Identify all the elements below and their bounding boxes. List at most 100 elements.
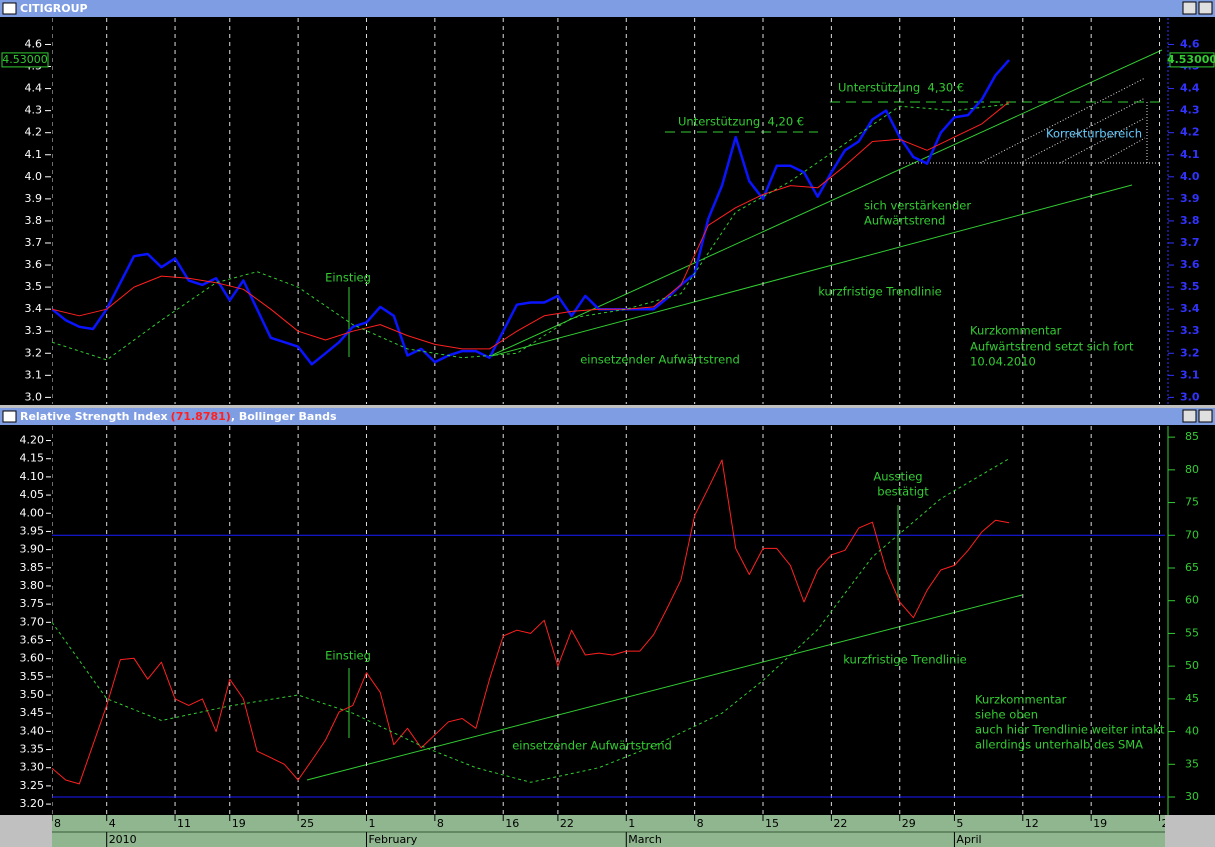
y-tick-label: 4.3 xyxy=(25,104,43,117)
y-tick-label: 4.2 xyxy=(25,126,43,139)
y2-tick-label: 50 xyxy=(1185,659,1199,672)
y-tick-label: 3.3 xyxy=(1180,324,1200,337)
x-tick-label: 19 xyxy=(1093,817,1107,830)
y-tick-label: 4.15 xyxy=(20,452,45,465)
y-tick-label: 3.35 xyxy=(20,743,45,756)
series-line xyxy=(52,458,1010,783)
annotation: siehe oben xyxy=(975,708,1038,722)
x-tick-label: 4 xyxy=(109,817,116,830)
x-tick-label: 1 xyxy=(368,817,375,830)
x-tick-label: 11 xyxy=(177,817,191,830)
y-tick-label: 3.7 xyxy=(1180,236,1200,249)
x-tick-label: 8 xyxy=(697,817,704,830)
y-tick-label: 4.6 xyxy=(25,37,43,50)
y-tick-label: 3.1 xyxy=(1180,368,1200,381)
y-tick-label: 3.4 xyxy=(25,302,43,315)
annotation: Einstieg xyxy=(325,271,371,285)
y-tick-label: 3.50 xyxy=(20,688,45,701)
y2-tick-label: 75 xyxy=(1185,496,1199,509)
trendline xyxy=(306,594,1023,781)
minimize-button[interactable] xyxy=(1182,409,1197,423)
annotation: bestätigt xyxy=(877,485,929,499)
correction-line xyxy=(1099,137,1146,164)
annotation: Kurzkommentar xyxy=(970,324,1062,338)
y-tick-label: 3.65 xyxy=(20,633,45,646)
annotation: Einstieg xyxy=(325,649,371,663)
y-tick-label: 4.1 xyxy=(25,148,43,161)
y-tick-label: 3.85 xyxy=(20,561,45,574)
annotation: Unterstützung 4,20 € xyxy=(678,115,804,129)
y-tick-label: 3.8 xyxy=(1180,214,1200,227)
y2-tick-label: 65 xyxy=(1185,561,1199,574)
y-tick-label: 3.5 xyxy=(1180,280,1200,293)
title-bar xyxy=(0,0,1215,17)
y-tick-label: 3.9 xyxy=(25,192,43,205)
value-box xyxy=(1,52,49,68)
y-tick-label: 3.6 xyxy=(1180,258,1200,271)
y-tick-label: 4.4 xyxy=(25,82,43,95)
y-tick-label: 4.0 xyxy=(1180,170,1200,183)
y-tick-label: 4.4 xyxy=(1180,82,1200,95)
annotation: allerdings unterhalb des SMA xyxy=(975,738,1143,752)
y-tick-label: 3.1 xyxy=(25,368,43,381)
annotation: kurzfristige Trendlinie xyxy=(843,653,966,667)
y-tick-label: 3.2 xyxy=(1180,346,1200,359)
x-tick-label: 2 xyxy=(1162,817,1169,830)
annotation: kurzfristige Trendlinie xyxy=(818,285,941,299)
y2-tick-label: 35 xyxy=(1185,757,1199,770)
annotation: sich verstärkender xyxy=(864,199,971,213)
y-tick-label: 3.80 xyxy=(20,579,45,592)
close-button[interactable] xyxy=(1198,1,1213,15)
y-tick-label: 4.3 xyxy=(1180,104,1200,117)
series-line xyxy=(52,459,1010,785)
annotation: Aufwärtstrend xyxy=(864,214,945,228)
y-tick-label: 4.05 xyxy=(20,488,45,501)
y-tick-label: 3.20 xyxy=(20,797,45,810)
x-tick-label: 22 xyxy=(833,817,847,830)
y-tick-label: 3.95 xyxy=(20,524,45,537)
x-tick-label: 29 xyxy=(902,817,916,830)
x-tick-label: 19 xyxy=(232,817,246,830)
y2-tick-label: 30 xyxy=(1185,790,1199,803)
y2-tick-label: 40 xyxy=(1185,725,1199,738)
x-tick-label: 5 xyxy=(956,817,963,830)
y2-tick-label: 80 xyxy=(1185,463,1199,476)
series-line xyxy=(52,103,1010,361)
annotation: Aufwärtstrend setzt sich fort xyxy=(970,340,1134,354)
y2-tick-label: 45 xyxy=(1185,692,1199,705)
month-label: April xyxy=(956,833,981,846)
window-icon[interactable] xyxy=(2,2,17,15)
axes: 3.0 3.0 3.1 3.1 3.2 3.2 3.3 3.3 3.4 3.4 3.5 3.5 3.6 3… xyxy=(1,37,1215,810)
y-tick-label: 4.1 xyxy=(1180,148,1200,161)
correction-line xyxy=(1059,117,1146,164)
annotation: einsetzender Aufwärtstrend xyxy=(580,353,740,367)
y-tick-label: 3.75 xyxy=(20,597,45,610)
top-plot: Einstieg einsetzender Aufwärtstrend kurzfr… xyxy=(52,18,1161,404)
x-tick-label: 1 xyxy=(628,817,635,830)
y-tick-label: 3.25 xyxy=(20,779,45,792)
y-tick-label: 3.9 xyxy=(1180,192,1200,205)
y-tick-label: 4.10 xyxy=(20,470,45,483)
title-text: , Bollinger Bands xyxy=(231,410,337,423)
x-tick-label: 25 xyxy=(300,817,314,830)
top-drawings xyxy=(348,49,1163,358)
title-bar xyxy=(0,408,1215,425)
y-tick-label: 4.6 xyxy=(1180,37,1200,50)
y-tick-label: 3.60 xyxy=(20,652,45,665)
y-tick-label: 3.70 xyxy=(20,615,45,628)
close-button[interactable] xyxy=(1198,409,1213,423)
y-tick-label: 3.4 xyxy=(1180,302,1200,315)
annotation: Unterstützung 4,30 € xyxy=(838,81,964,95)
month-label: March xyxy=(628,833,662,846)
value-box xyxy=(1169,52,1215,68)
title-value: (71.8781) xyxy=(171,410,231,423)
window-icon[interactable] xyxy=(2,410,17,423)
month-label: February xyxy=(368,833,417,846)
annotation: einsetzender Aufwärtstrend xyxy=(512,739,672,753)
minimize-button[interactable] xyxy=(1182,1,1197,15)
y-tick-label: 4.0 xyxy=(25,170,43,183)
bottom-panel xyxy=(0,425,1215,815)
y-tick-label: 3.30 xyxy=(20,761,45,774)
bottom-drawings xyxy=(306,505,1023,781)
